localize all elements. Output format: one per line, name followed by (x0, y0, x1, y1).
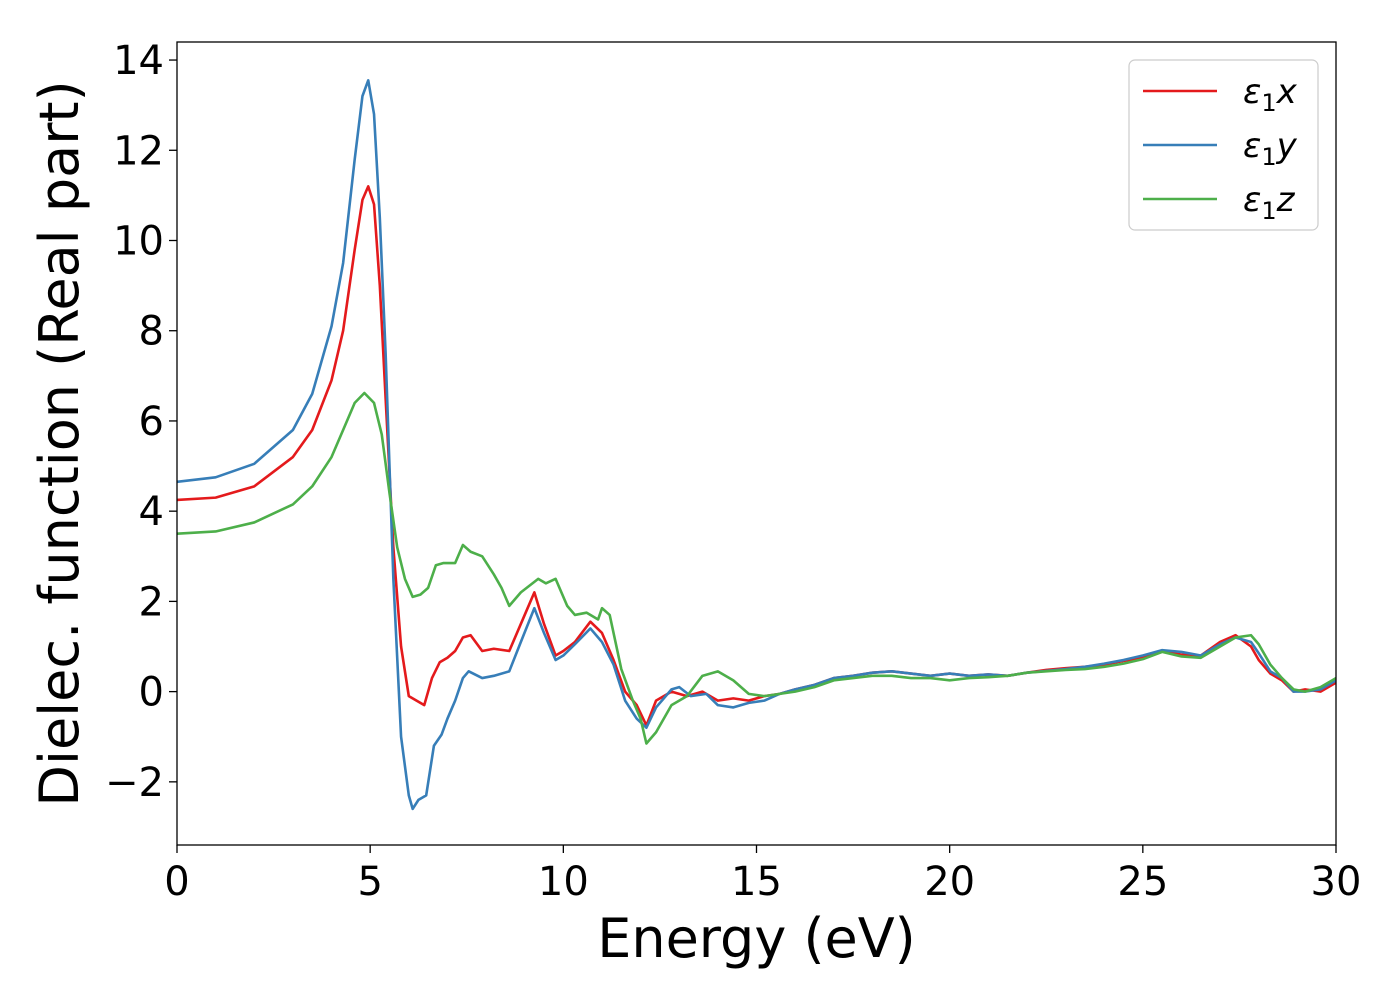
x-tick-label: 30 (1311, 859, 1362, 905)
series-line-y (177, 79, 1336, 811)
legend-variable: y (1276, 126, 1298, 166)
legend-subscript: 1 (1261, 143, 1276, 171)
y-tick-label: 10 (113, 218, 164, 264)
y-axis-ticks: −2 0 2 4 6 8 10 12 14 (105, 38, 177, 806)
legend-label-x: ε1x (1243, 72, 1298, 117)
x-tick-label: 20 (924, 859, 975, 905)
y-tick-label: 14 (113, 38, 164, 84)
x-axis-ticks: 0 5 10 15 20 25 30 (164, 845, 1361, 905)
y-tick-label: 6 (139, 399, 164, 445)
legend-variable: z (1276, 180, 1296, 220)
y-axis-title: Dielec. function (Real part) (28, 80, 91, 806)
x-axis-title: Energy (eV) (597, 907, 916, 970)
series-layer (177, 79, 1336, 811)
x-tick-label: 0 (164, 859, 189, 905)
legend-variable: x (1276, 72, 1298, 112)
legend-epsilon: ε (1243, 126, 1261, 166)
legend-epsilon: ε (1243, 180, 1261, 220)
legend-subscript: 1 (1261, 89, 1276, 117)
series-line-x (177, 185, 1336, 727)
x-tick-label: 10 (538, 859, 589, 905)
y-tick-label: 12 (113, 128, 164, 174)
x-tick-label: 5 (357, 859, 382, 905)
x-tick-label: 25 (1117, 859, 1168, 905)
legend-epsilon: ε (1243, 72, 1261, 112)
series-line-z (177, 391, 1336, 745)
y-tick-label: −2 (105, 760, 164, 806)
x-tick-label: 15 (731, 859, 782, 905)
legend-label-y: ε1y (1243, 126, 1298, 171)
y-tick-label: 8 (139, 309, 164, 355)
y-tick-label: 0 (139, 670, 164, 716)
legend-subscript: 1 (1261, 197, 1276, 225)
y-tick-label: 4 (139, 489, 164, 535)
legend-label-z: ε1z (1243, 180, 1296, 225)
legend-box (1128, 59, 1319, 231)
y-tick-label: 2 (139, 579, 164, 625)
